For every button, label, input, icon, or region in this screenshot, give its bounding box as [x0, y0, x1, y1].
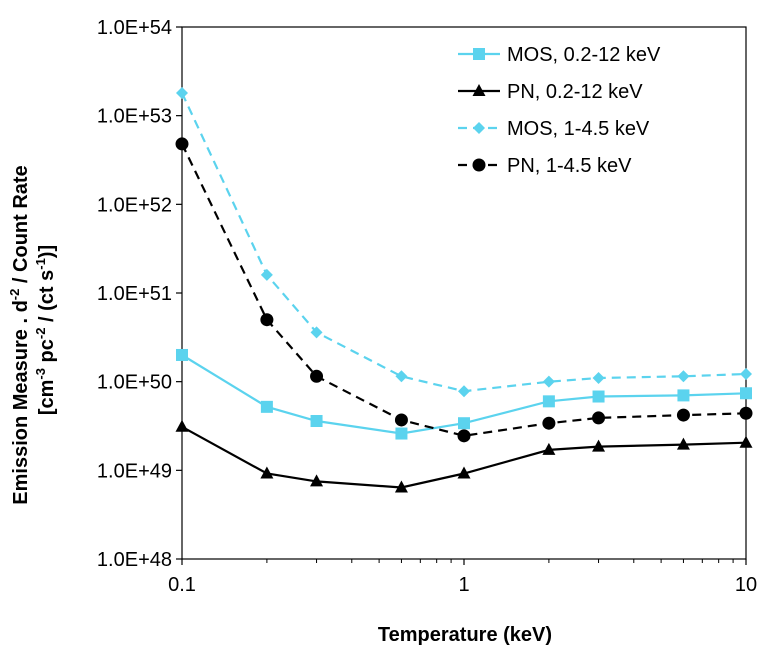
- y-title-l2-sup2: -2: [33, 328, 48, 340]
- data-point: [310, 415, 323, 428]
- data-point: [740, 387, 752, 400]
- plot-border: [181, 26, 747, 560]
- y-title-l1-sup: -2: [7, 289, 22, 301]
- legend-marker: [473, 122, 485, 134]
- legend: MOS, 0.2-12 keV PN, 0.2-12 keV MOS, 1-4.5 …: [458, 44, 661, 177]
- data-point: [677, 370, 690, 383]
- series-1: [176, 348, 752, 440]
- data-point: [542, 375, 555, 388]
- data-point: [260, 268, 273, 281]
- plot-frame: [181, 26, 747, 560]
- data-point: [542, 442, 556, 455]
- y-title-l1-tail: / Count Rate: [10, 165, 32, 288]
- y-title-l2-sup1: -3: [33, 368, 48, 380]
- y-axis-title-line1: Emission Measure . d-2 / Count Rate: [7, 165, 32, 504]
- x-tick-label: 10: [735, 574, 757, 596]
- y-tick-label: 1.0E+52: [97, 194, 172, 216]
- legend-item: PN, 1-4.5 keV: [458, 155, 632, 177]
- y-title-l1-main: Emission Measure . d: [10, 300, 32, 505]
- data-point: [457, 429, 471, 443]
- data-point: [175, 419, 189, 432]
- data-point: [458, 385, 470, 398]
- data-point: [260, 466, 274, 479]
- x-tick-label: 1: [458, 574, 469, 596]
- legend-item: MOS, 1-4.5 keV: [458, 118, 650, 140]
- y-tick-label: 1.0E+50: [97, 372, 172, 394]
- data-point: [458, 417, 470, 430]
- series-line: [181, 143, 747, 437]
- series-4: [175, 137, 753, 443]
- series-line: [181, 92, 747, 393]
- data-point: [176, 348, 188, 361]
- series-2: [175, 419, 753, 493]
- series-layer: [175, 87, 753, 493]
- x-tick-label: 0.1: [168, 574, 196, 596]
- y-title-l2-d: )]: [36, 245, 58, 258]
- data-point: [176, 87, 188, 100]
- data-point: [395, 427, 408, 440]
- data-point: [676, 408, 690, 422]
- legend-marker: [473, 48, 485, 60]
- y-axis-title-line2: [cm-3 pc-2 / (ct s-1)]: [33, 245, 58, 415]
- legend-label: MOS, 1-4.5 keV: [507, 118, 650, 140]
- data-point: [394, 413, 408, 427]
- legend-item: MOS, 0.2-12 keV: [458, 44, 661, 66]
- data-point: [542, 395, 555, 408]
- data-point: [592, 371, 605, 384]
- data-point: [310, 474, 324, 487]
- legend-label: PN, 1-4.5 keV: [507, 155, 632, 177]
- data-point: [592, 390, 605, 403]
- y-tick-label: 1.0E+54: [97, 17, 172, 39]
- data-point: [740, 368, 752, 381]
- y-title-l2-sup3: -1: [33, 258, 48, 270]
- y-title-l2-c: / (ct s: [36, 270, 58, 328]
- y-tick-label: 1.0E+51: [97, 283, 172, 305]
- y-tick-label: 1.0E+49: [97, 460, 172, 482]
- x-axis-title: Temperature (keV): [378, 624, 552, 646]
- data-point: [260, 313, 274, 327]
- y-tick-label: 1.0E+48: [97, 549, 172, 571]
- data-point: [677, 389, 690, 402]
- y-tick-label: 1.0E+53: [97, 106, 172, 128]
- legend-label: PN, 0.2-12 keV: [507, 81, 643, 103]
- data-point: [592, 411, 606, 425]
- data-point: [739, 435, 753, 448]
- y-title-l2-a: [cm: [36, 380, 58, 416]
- data-point: [260, 400, 273, 413]
- y-axis: 1.0E+48 1.0E+49 1.0E+50 1.0E+51 1.0E+52 1.0E+…: [97, 17, 182, 571]
- legend-marker: [472, 158, 486, 172]
- data-point: [676, 437, 690, 450]
- data-point: [310, 326, 323, 339]
- legend-item: PN, 0.2-12 keV: [458, 81, 643, 103]
- data-point: [592, 439, 606, 452]
- y-title-l2-b: pc: [36, 339, 58, 368]
- data-point: [310, 369, 324, 383]
- series-3: [176, 87, 752, 398]
- data-point: [739, 406, 753, 420]
- legend-marker: [472, 84, 486, 96]
- data-point: [395, 370, 408, 383]
- legend-label: MOS, 0.2-12 keV: [507, 44, 661, 66]
- x-axis: 0.1 1 10: [168, 559, 757, 596]
- data-point: [457, 466, 471, 479]
- data-point: [542, 416, 556, 430]
- data-point: [394, 480, 408, 493]
- data-point: [175, 137, 189, 151]
